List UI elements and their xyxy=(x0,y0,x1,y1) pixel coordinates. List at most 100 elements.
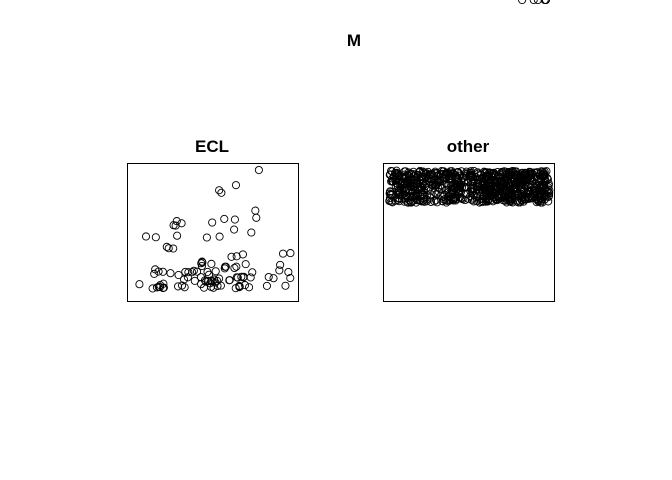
data-point xyxy=(451,171,460,180)
data-point xyxy=(286,249,295,258)
data-point xyxy=(180,283,189,292)
data-point xyxy=(199,283,209,292)
data-point xyxy=(484,195,493,205)
data-point xyxy=(459,178,469,187)
data-point xyxy=(211,267,220,276)
data-point xyxy=(503,196,512,205)
data-point xyxy=(432,190,441,199)
data-point xyxy=(520,176,529,186)
data-point xyxy=(529,0,538,5)
data-point xyxy=(518,0,527,5)
data-point xyxy=(461,183,470,192)
data-point xyxy=(482,168,492,177)
plot-frame-ecl xyxy=(127,163,299,302)
data-point xyxy=(230,215,239,224)
data-point xyxy=(230,263,239,273)
data-point xyxy=(248,268,257,277)
data-point xyxy=(232,252,241,261)
data-point xyxy=(482,181,491,191)
data-point xyxy=(162,242,171,251)
data-point xyxy=(148,284,157,293)
data-point xyxy=(540,0,549,5)
data-point xyxy=(529,173,539,182)
data-point xyxy=(154,267,163,276)
data-point xyxy=(536,173,545,182)
data-point xyxy=(493,196,502,205)
data-point xyxy=(179,275,189,284)
data-point xyxy=(470,191,479,200)
data-point xyxy=(278,249,288,258)
data-point xyxy=(450,184,459,193)
data-point xyxy=(449,169,458,178)
data-point xyxy=(499,196,508,205)
data-point xyxy=(438,197,447,206)
data-point xyxy=(404,168,413,177)
data-point xyxy=(390,172,399,181)
data-point xyxy=(197,257,207,266)
data-point xyxy=(177,219,186,228)
data-point xyxy=(238,250,247,259)
data-point xyxy=(402,192,411,201)
data-point xyxy=(190,276,199,285)
data-point xyxy=(241,260,250,269)
data-point xyxy=(456,188,466,197)
data-point xyxy=(417,185,426,194)
data-point xyxy=(528,185,537,194)
data-point xyxy=(544,187,553,196)
panel-title-ecl: ECL xyxy=(195,137,229,156)
data-point xyxy=(530,185,539,194)
data-point xyxy=(233,273,242,282)
data-point xyxy=(247,228,256,237)
data-point xyxy=(392,174,401,183)
data-point xyxy=(213,276,222,285)
data-point xyxy=(159,283,168,293)
data-point xyxy=(427,180,436,189)
data-point xyxy=(488,172,497,181)
data-point xyxy=(508,170,517,179)
data-point xyxy=(217,188,226,197)
data-point xyxy=(178,281,187,290)
data-point xyxy=(449,194,458,203)
data-point xyxy=(418,179,427,189)
data-point xyxy=(252,213,261,222)
data-point xyxy=(183,273,192,282)
data-point xyxy=(196,273,205,282)
data-point xyxy=(225,276,234,285)
data-point xyxy=(420,192,429,201)
data-point xyxy=(399,184,408,193)
data-point xyxy=(421,169,431,178)
data-point xyxy=(469,197,478,206)
data-point xyxy=(275,266,284,275)
data-point xyxy=(184,268,193,277)
data-point xyxy=(431,196,441,205)
data-point xyxy=(422,195,431,204)
data-point xyxy=(408,178,417,187)
data-point xyxy=(197,259,206,268)
data-point xyxy=(174,282,183,291)
data-point xyxy=(417,197,426,206)
data-point xyxy=(536,196,546,206)
data-point xyxy=(453,174,462,183)
panel-ecl: ECL xyxy=(127,137,299,302)
data-point xyxy=(420,197,429,206)
data-point xyxy=(201,277,210,286)
data-point xyxy=(489,177,498,186)
data-point xyxy=(169,244,178,253)
data-point xyxy=(492,184,501,193)
data-point xyxy=(385,196,394,205)
data-point xyxy=(488,197,498,206)
panel-other: other xyxy=(383,0,555,302)
data-point xyxy=(215,186,224,195)
data-point xyxy=(496,185,505,194)
data-point xyxy=(507,194,516,203)
data-point xyxy=(439,174,448,183)
data-point xyxy=(525,175,534,184)
data-point xyxy=(395,171,404,181)
data-point xyxy=(409,167,418,176)
panel-title-other: other xyxy=(447,137,490,156)
data-point xyxy=(173,231,182,240)
data-point xyxy=(516,178,525,187)
data-point xyxy=(457,167,466,176)
data-point xyxy=(530,189,539,198)
data-point xyxy=(197,261,206,271)
